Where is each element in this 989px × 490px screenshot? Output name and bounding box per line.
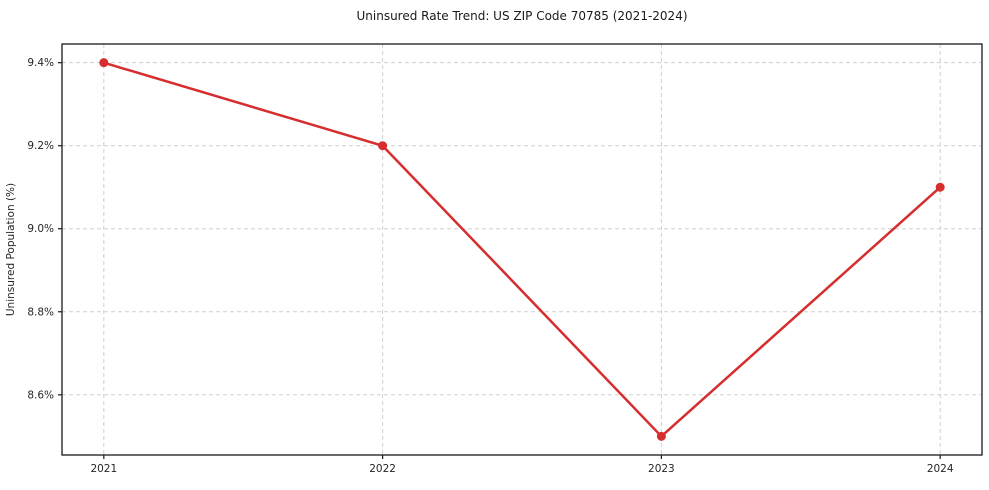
data-point-marker — [656, 431, 666, 441]
x-tick-label: 2023 — [648, 463, 675, 475]
axis-layer: 2021 2022 2023 2024 8.6% 8.8% 9.0% 9.2% 9.4% — [27, 57, 954, 475]
y-tick-label: 8.6% — [27, 389, 54, 401]
y-tick-label: 8.8% — [27, 306, 54, 318]
data-point-marker — [99, 58, 109, 68]
x-tick-label: 2021 — [90, 463, 117, 475]
trend-line — [102, 61, 942, 438]
data-point-marker — [935, 182, 945, 192]
x-tick-label: 2022 — [369, 463, 396, 475]
y-tick-label: 9.2% — [27, 140, 54, 152]
y-axis-label: Uninsured Population (%) — [5, 183, 17, 316]
chart-title: Uninsured Rate Trend: US ZIP Code 70785 … — [356, 9, 687, 23]
grid-layer — [62, 44, 982, 455]
data-point-marker — [378, 141, 388, 151]
plot-border — [61, 43, 983, 456]
y-tick-label: 9.4% — [27, 57, 54, 69]
x-tick-label: 2024 — [927, 463, 954, 475]
data-series-layer — [99, 58, 945, 441]
y-tick-label: 9.0% — [27, 223, 54, 235]
